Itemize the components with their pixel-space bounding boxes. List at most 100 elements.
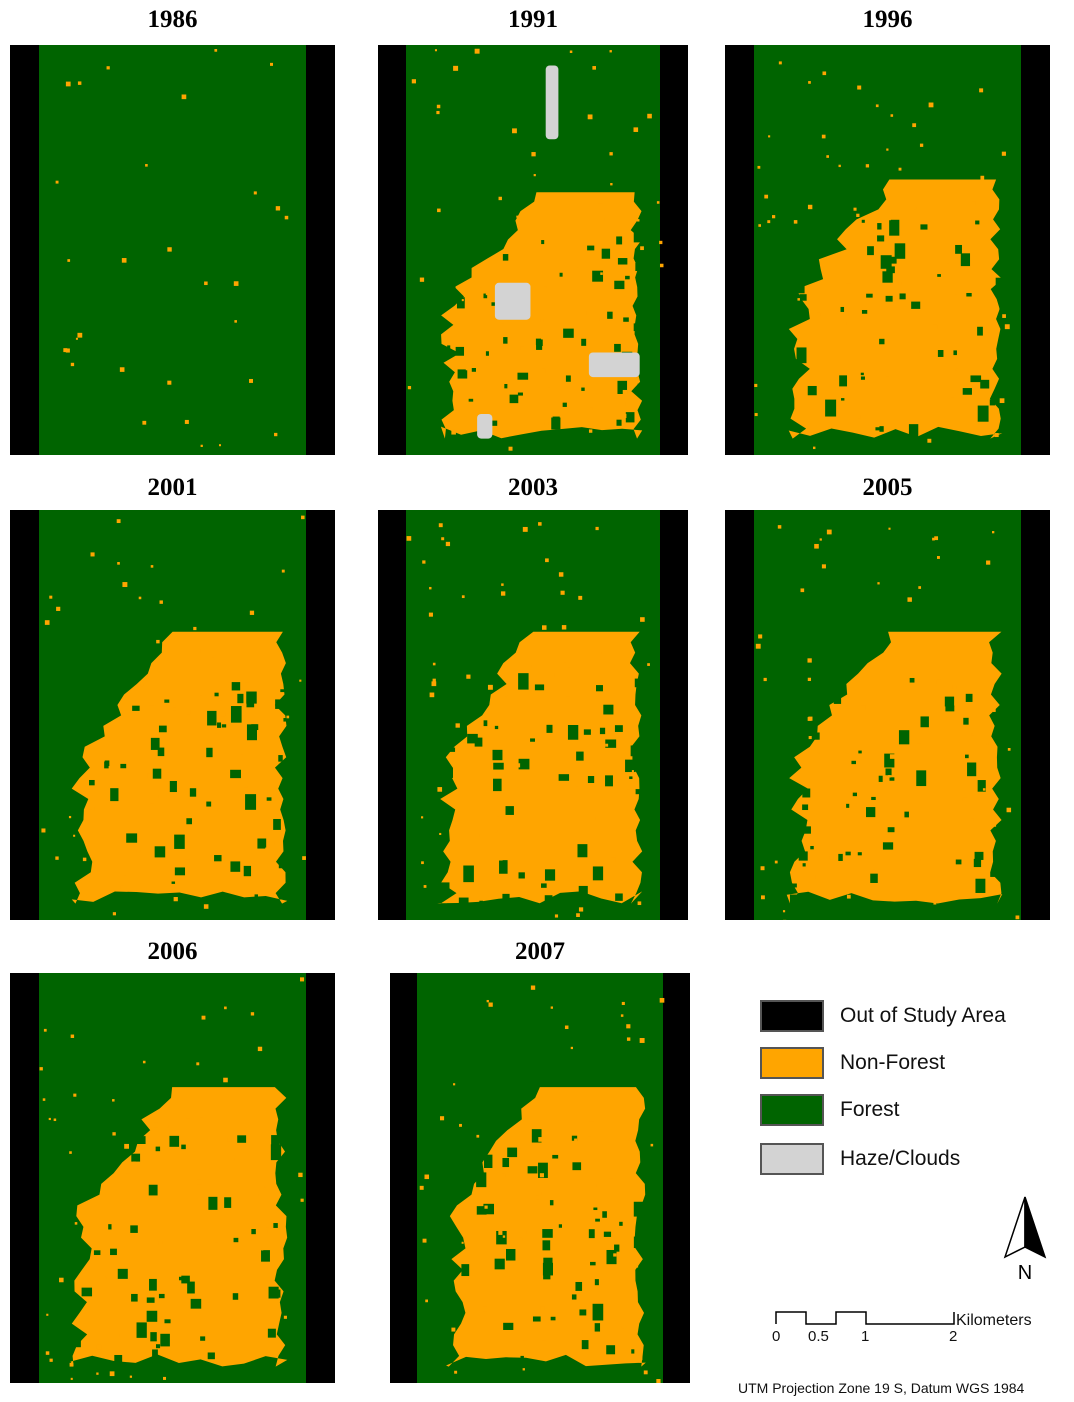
non-forest-speck [451, 429, 456, 435]
non-forest-speck [419, 1185, 424, 1190]
forest-patch [164, 699, 170, 703]
forest-patch [798, 690, 805, 698]
non-forest-speck [621, 1001, 625, 1006]
forest-patch [583, 729, 591, 735]
forest-patch [558, 774, 570, 781]
forest-patch [76, 1235, 81, 1242]
forest-patch [625, 412, 635, 423]
non-forest-speck [261, 1248, 264, 1251]
non-forest-speck [512, 128, 517, 134]
non-forest-speck [947, 299, 952, 304]
non-forest-speck [965, 660, 969, 664]
non-forest-speck [610, 183, 613, 186]
forest-patch [824, 431, 830, 437]
forest-patch [207, 710, 217, 726]
forest-patch [898, 730, 910, 745]
non-forest-speck [569, 50, 573, 54]
non-forest-speck [517, 1144, 522, 1149]
non-forest-speck [764, 194, 769, 199]
forest-patch [802, 262, 809, 273]
non-forest-speck [847, 341, 852, 347]
non-forest-speck [758, 634, 763, 639]
non-forest-speck [576, 913, 580, 917]
non-forest-speck [656, 201, 660, 204]
non-forest-speck [45, 1351, 50, 1355]
non-forest-speck [411, 79, 416, 84]
panel-title-1986: 1986 [147, 6, 198, 33]
non-forest-speck [438, 523, 443, 528]
non-forest-speck [140, 683, 144, 687]
non-forest-speck [547, 383, 551, 388]
non-forest-speck [554, 914, 559, 918]
non-forest-speck [550, 1006, 553, 1009]
forest-patch [152, 1349, 158, 1357]
forest-patch [535, 338, 542, 346]
non-forest-speck [877, 582, 880, 585]
non-forest-speck [754, 413, 758, 417]
forest-patch [799, 294, 807, 301]
forest-patch [502, 254, 509, 261]
forest-patch [875, 427, 881, 431]
forest-patch [518, 673, 529, 690]
non-forest-speck [808, 81, 811, 84]
non-forest-speck [265, 1223, 270, 1228]
non-forest-speck [950, 393, 955, 398]
non-forest-speck [142, 420, 147, 425]
forest-patch [271, 1135, 280, 1146]
forest-patch [494, 725, 499, 730]
non-forest-area [446, 1087, 646, 1367]
non-forest-speck [73, 1093, 77, 1097]
non-forest-speck [55, 180, 59, 184]
non-forest-speck [453, 65, 459, 71]
forest-patch [629, 776, 633, 780]
non-forest-speck [159, 600, 163, 604]
non-forest-speck [147, 773, 153, 779]
forest-patch [160, 1333, 170, 1347]
non-forest-speck [535, 1123, 539, 1126]
forest-patch [581, 1340, 589, 1350]
forest-patch [254, 894, 259, 898]
non-forest-speck [96, 1372, 99, 1375]
non-forest-speck [1002, 314, 1006, 318]
forest-patch [973, 858, 982, 868]
forest-patch [130, 1225, 138, 1233]
out-of-study-area-left [10, 510, 39, 920]
forest-patch [860, 372, 864, 376]
non-forest-speck [299, 679, 302, 682]
forest-patch [217, 722, 222, 728]
forest-patch [178, 1276, 184, 1281]
non-forest-speck [533, 174, 536, 177]
forest-patch [187, 1281, 195, 1294]
forest-patch [224, 1197, 232, 1208]
non-forest-speck [907, 597, 912, 602]
non-forest-area [788, 179, 1003, 439]
forest-patch [899, 293, 906, 300]
forest-patch [182, 898, 194, 912]
forest-patch [970, 375, 982, 383]
forest-patch [880, 255, 892, 269]
forest-patch [577, 844, 588, 858]
non-forest-speck [911, 853, 915, 858]
non-forest-speck [69, 1151, 72, 1154]
non-forest-speck [275, 206, 281, 211]
forest-patch [230, 706, 242, 723]
non-forest-speck [633, 127, 639, 132]
forest-patch [867, 246, 874, 256]
non-forest-speck [596, 1183, 601, 1188]
legend-label: Haze/Clouds [840, 1147, 961, 1170]
forest-patch [114, 1354, 123, 1365]
forest-patch [860, 376, 865, 380]
forest-patch [804, 731, 813, 739]
forest-patch [567, 725, 579, 740]
non-forest-speck [918, 586, 922, 589]
non-forest-speck [561, 625, 567, 630]
non-forest-speck [244, 677, 250, 683]
non-forest-speck [455, 723, 460, 728]
non-forest-speck [474, 48, 480, 54]
non-forest-speck [659, 240, 663, 245]
non-forest-speck [541, 368, 546, 373]
forest-patch [483, 293, 488, 299]
forest-patch [246, 691, 257, 704]
forest-patch [186, 818, 193, 825]
forest-patch [152, 768, 162, 779]
